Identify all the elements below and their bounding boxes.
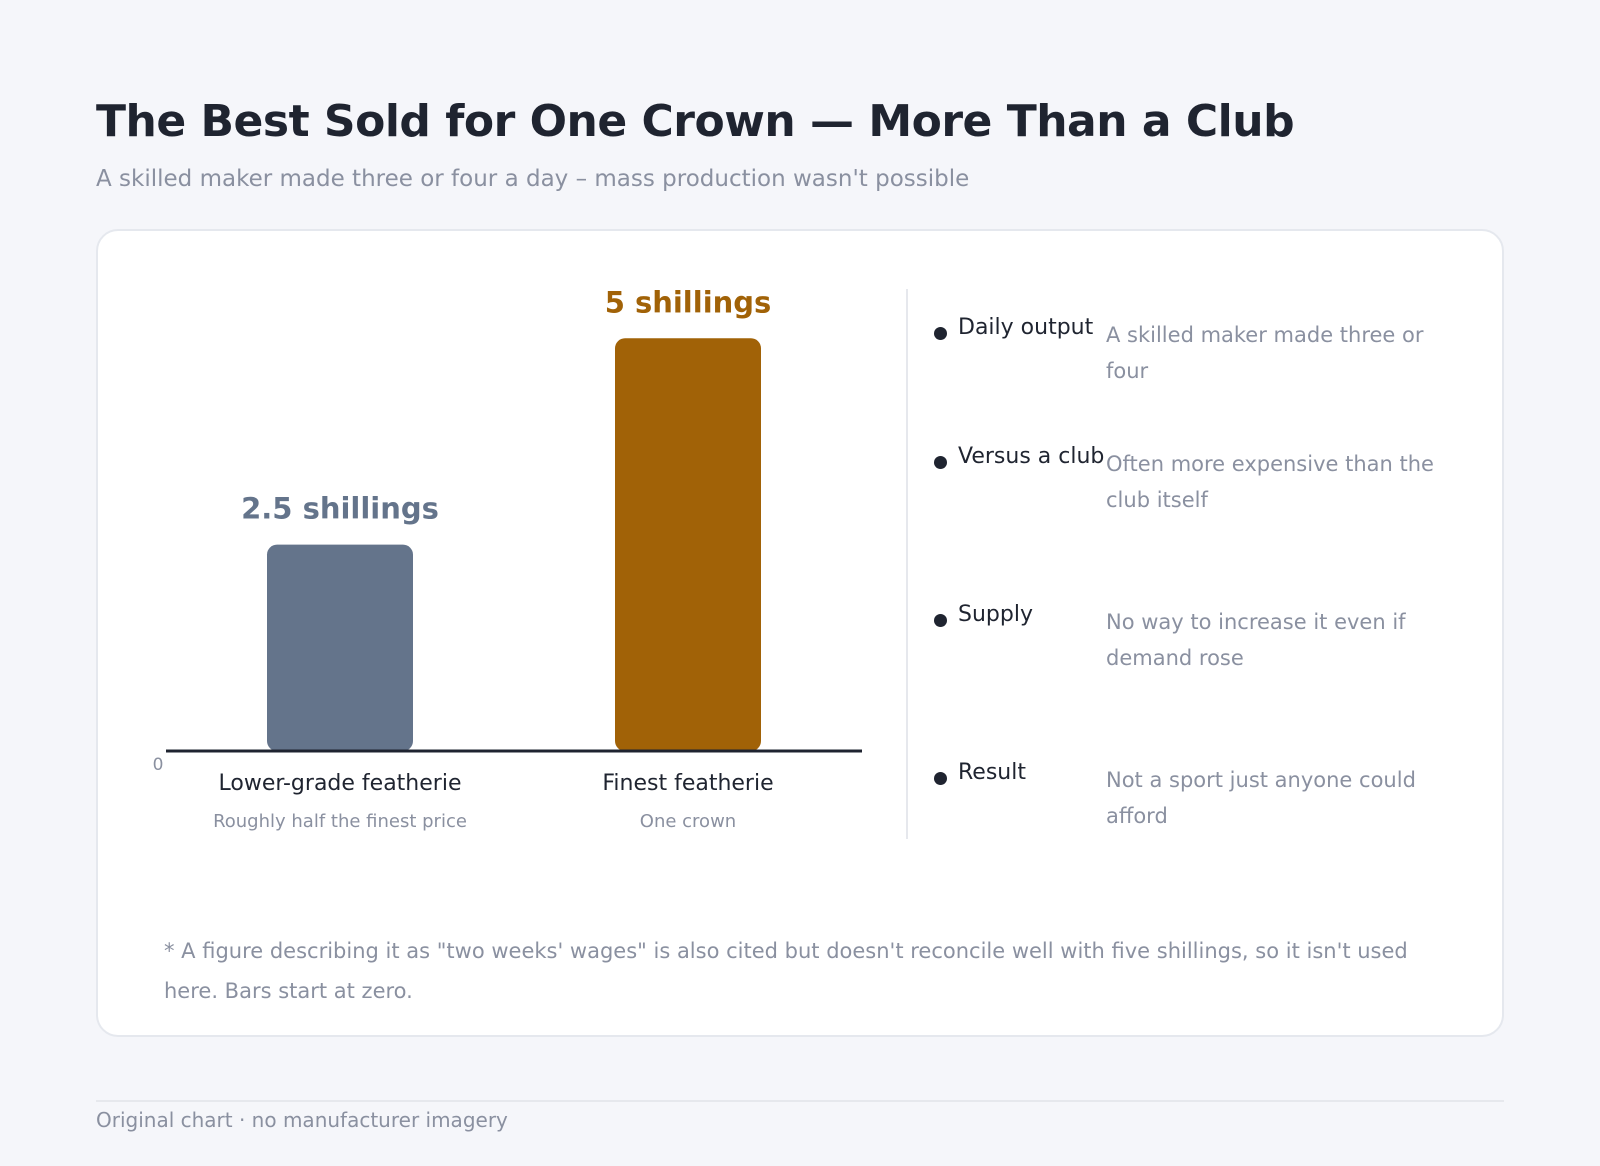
category-note: One crown	[640, 811, 736, 832]
footnote: * A figure describing it as "two weeks' …	[164, 939, 1408, 1003]
bullet-dot-icon	[934, 327, 947, 340]
notes-list: Daily output A skilled maker made three …	[934, 231, 1474, 871]
bullet-dot-icon	[934, 456, 947, 469]
bullet-dot-icon	[934, 614, 947, 627]
note-text: Often more expensive than the club itsel…	[1106, 452, 1434, 512]
value-label: 5 shillings	[605, 285, 772, 319]
bar-chart: 2.5 shillings Lower-grade featherie Roughl…	[153, 285, 862, 832]
page-title: The Best Sold for One Crown — More Than …	[96, 96, 1295, 147]
value-label: 2.5 shillings	[241, 492, 439, 526]
note-label: Supply	[958, 602, 1033, 627]
note-text: No way to increase it even if demand ros…	[1106, 610, 1406, 670]
bullet-dot-icon	[934, 772, 947, 785]
category-label: Finest featherie	[602, 771, 773, 796]
bar-1	[267, 544, 413, 751]
baseline-tick-label: 0	[153, 755, 164, 775]
chart-card: 2.5 shillings Lower-grade featherie Roughl…	[96, 229, 1504, 1037]
note-text: Not a sport just anyone could afford	[1106, 768, 1416, 828]
page-subtitle: A skilled maker made three or four a day…	[96, 166, 970, 192]
note-text: A skilled maker made three or four	[1106, 323, 1424, 383]
note-label: Versus a club	[958, 444, 1105, 469]
note-label: Result	[958, 760, 1026, 785]
divider	[906, 289, 908, 839]
footer-divider	[96, 1100, 1504, 1102]
note-label: Daily output	[958, 315, 1094, 340]
category-label: Lower-grade featherie	[219, 771, 462, 796]
category-note: Roughly half the finest price	[213, 811, 467, 832]
bar-2	[615, 338, 761, 751]
footer-credit: Original chart · no manufacturer imagery	[96, 1108, 508, 1132]
